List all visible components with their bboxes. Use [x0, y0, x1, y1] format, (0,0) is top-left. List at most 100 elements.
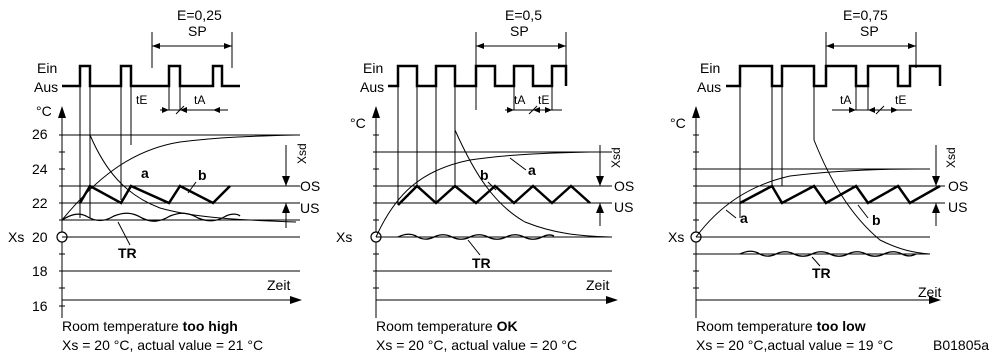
y-tick-18: 18	[32, 263, 48, 279]
caption-state: too high	[183, 318, 238, 334]
time-axis-label: Zeit	[267, 277, 290, 293]
caption-line2: Xs = 20 °C,actual value = 19 °C	[696, 337, 893, 353]
switching-period-label: SP	[860, 23, 879, 39]
switching-signal	[388, 64, 568, 88]
os-label: OS	[614, 178, 634, 194]
ein-label: Ein	[363, 60, 383, 76]
us-label: US	[614, 199, 633, 215]
curve-a	[695, 168, 917, 238]
room-temperature-curve	[61, 212, 241, 222]
te-label: tE	[895, 93, 906, 107]
xsd-label: Xsd	[609, 147, 623, 168]
leader-line	[725, 209, 737, 219]
curve-a-label: a	[740, 210, 748, 226]
setpoint-label: Xs	[8, 229, 24, 245]
tr-label: TR	[472, 255, 491, 271]
cooling-curve	[454, 129, 611, 238]
switching-signal	[62, 64, 240, 88]
y-tick-16: 16	[32, 298, 48, 314]
aus-label: Aus	[697, 79, 721, 95]
ta-label: tA	[514, 93, 525, 107]
te-label: tE	[538, 93, 549, 107]
unit-label: °C	[670, 115, 686, 131]
caption-line1: Room temperature too low	[696, 318, 866, 334]
duty-cycle-label: E=0,75	[843, 7, 888, 23]
y-tick-20: 20	[32, 229, 48, 245]
caption-line1: Room temperature OK	[376, 318, 518, 334]
caption-line1: Room temperature too high	[62, 318, 238, 334]
ein-label: Ein	[700, 60, 720, 76]
ta-label: tA	[840, 93, 851, 107]
panel-too-high: E=0,25 SP Ein Aus tE tA Zeit °C 26 24 22	[8, 7, 320, 353]
ein-label: Ein	[37, 60, 57, 76]
tr-label: TR	[812, 265, 831, 281]
leader-line	[487, 181, 497, 191]
dimension-arrowheads	[849, 107, 898, 113]
curve-b-label: b	[198, 167, 207, 183]
x-axis-arrow	[290, 296, 302, 304]
xsd-label: Xsd	[295, 143, 309, 164]
leader-line	[509, 157, 527, 171]
unit-label: °C	[350, 115, 366, 131]
setpoint-label: Xs	[668, 229, 684, 245]
us-label: US	[948, 199, 967, 215]
duty-cycle-label: E=0,5	[505, 7, 542, 23]
y-axis-arrow	[372, 106, 380, 118]
x-axis-arrow	[929, 296, 941, 304]
dimension-tick	[175, 105, 185, 115]
caption-prefix: Room temperature	[696, 318, 817, 334]
us-label: US	[300, 200, 319, 216]
room-temperature-curve	[739, 250, 917, 257]
panel-too-low: E=0,75 SP Ein Aus tA tE Zeit °C	[668, 7, 968, 353]
leader-line	[117, 221, 131, 246]
curve-b	[78, 184, 231, 205]
switching-period-label: SP	[188, 23, 207, 39]
dimension-tick	[875, 105, 885, 115]
document-code: B01805a	[933, 337, 989, 353]
dimension-tick	[528, 105, 538, 115]
time-axis-label: Zeit	[586, 277, 609, 293]
duty-cycle-label: E=0,25	[177, 7, 222, 23]
aus-label: Aus	[360, 79, 384, 95]
aus-label: Aus	[34, 79, 58, 95]
y-tick-26: 26	[32, 126, 48, 142]
leader-line	[811, 256, 821, 267]
te-label: tE	[136, 93, 147, 107]
curve-b-label: b	[872, 212, 881, 228]
x-axis-arrow	[606, 296, 618, 304]
y-axis-arrow	[692, 106, 700, 118]
curve-b	[397, 184, 591, 206]
unit-label: °C	[36, 103, 52, 119]
sp-arrowheads	[152, 43, 232, 49]
curve-b-label: b	[480, 167, 489, 183]
switching-signal	[726, 64, 942, 88]
caption-state: too low	[817, 318, 866, 334]
xsd-label: Xsd	[944, 147, 958, 168]
os-label: OS	[948, 178, 968, 194]
y-tick-24: 24	[32, 161, 48, 177]
caption-prefix: Room temperature	[376, 318, 497, 334]
cooling-curve	[813, 139, 931, 255]
curve-a-label: a	[528, 162, 536, 178]
curve-a-label: a	[141, 165, 149, 181]
setpoint-label: Xs	[336, 229, 352, 245]
switching-period-label: SP	[510, 23, 529, 39]
time-axis-label: Zeit	[918, 284, 941, 300]
os-label: OS	[300, 178, 320, 194]
panel-ok: E=0,5 SP Ein Aus tA tE Zeit °C	[336, 7, 634, 353]
y-axis-arrow	[58, 106, 66, 118]
caption-prefix: Room temperature	[62, 318, 183, 334]
cooling-curve	[89, 134, 297, 223]
caption-line2: Xs = 20 °C, actual value = 20 °C	[376, 337, 577, 353]
leader-line	[467, 239, 481, 256]
leader-line	[857, 204, 869, 219]
caption-state: OK	[497, 318, 518, 334]
tr-label: TR	[118, 245, 137, 261]
caption-line2: Xs = 20 °C, actual value = 21 °C	[62, 337, 263, 353]
y-tick-22: 22	[32, 195, 48, 211]
curve-a	[61, 134, 297, 221]
curve-b	[739, 184, 941, 205]
leader-line	[187, 181, 197, 194]
